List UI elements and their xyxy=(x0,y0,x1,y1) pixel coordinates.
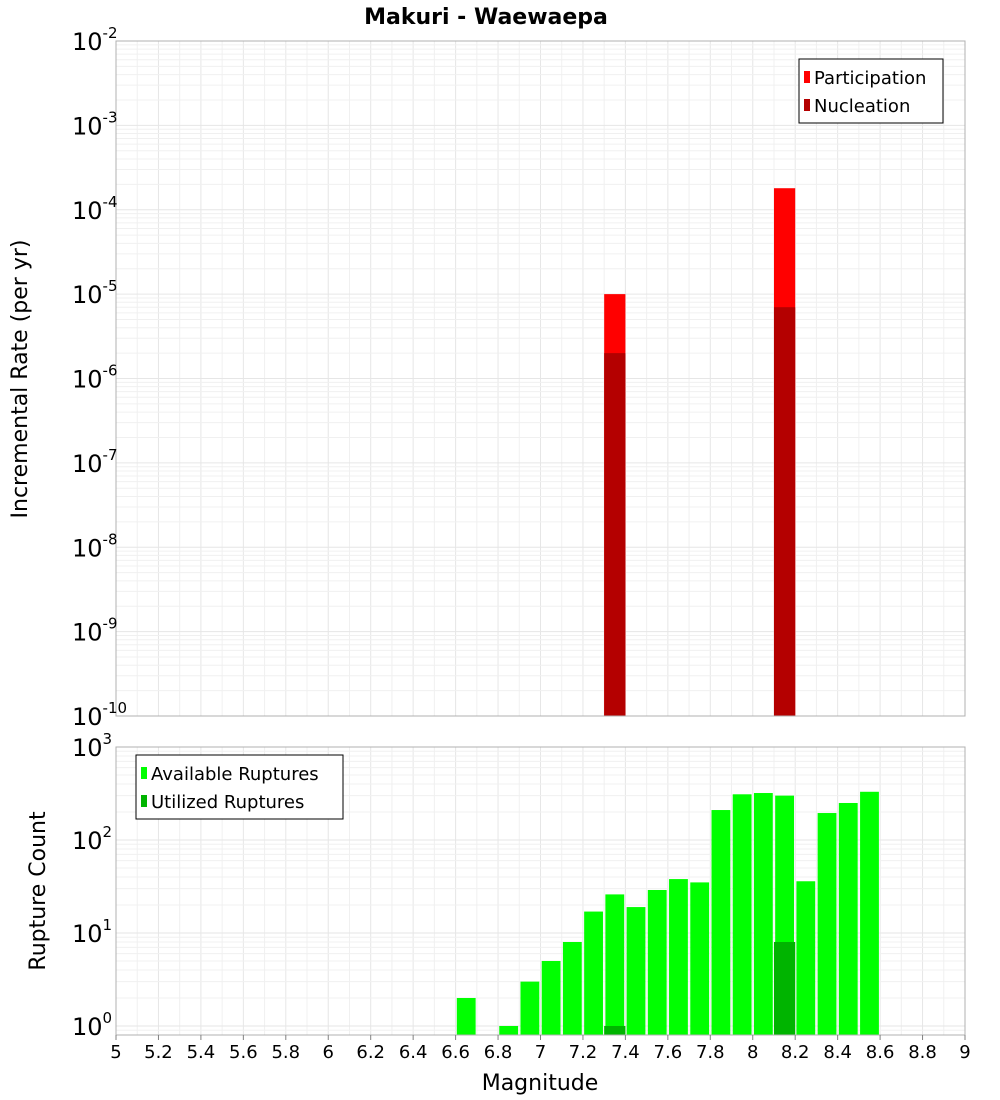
y-tick-label: 10-6 xyxy=(72,362,118,394)
x-tick-label: 6 xyxy=(323,1042,334,1063)
count-plot-panel: 100 101 102 103 5 5.2 5.4 5.6 5.8 6 6.2 6.4 6.6 6.8 7… xyxy=(26,730,971,1096)
x-tick-label: 6.4 xyxy=(399,1042,428,1063)
x-tick-label: 7.8 xyxy=(696,1042,725,1063)
bar xyxy=(732,794,752,1035)
bar xyxy=(753,793,773,1035)
bar xyxy=(796,881,816,1035)
x-tick-label: 6.2 xyxy=(356,1042,385,1063)
bar xyxy=(711,810,731,1035)
legend-swatch xyxy=(141,767,147,779)
rate-plot-grid xyxy=(115,40,966,717)
x-tick-label: 5.4 xyxy=(187,1042,216,1063)
y-tick-label: 10-4 xyxy=(72,193,118,225)
y-tick-label: 10-7 xyxy=(72,446,118,478)
count-plot-legend: Available Ruptures Utilized Ruptures xyxy=(135,754,344,820)
legend-label: Participation xyxy=(814,68,926,89)
rate-plot-frame xyxy=(115,40,966,717)
rate-plot-bars xyxy=(604,188,796,717)
legend-swatch xyxy=(804,71,810,83)
rate-plot-legend: Participation Nucleation xyxy=(798,58,944,124)
bar xyxy=(584,911,603,1035)
bar xyxy=(520,981,540,1035)
legend-label: Available Ruptures xyxy=(151,764,319,785)
y-tick-label: 100 xyxy=(72,1009,112,1041)
bar xyxy=(604,353,626,716)
bar xyxy=(669,879,688,1035)
x-tick-label: 5.8 xyxy=(271,1042,300,1063)
bar xyxy=(690,882,710,1035)
x-tick-label: 7.2 xyxy=(569,1042,598,1063)
bar xyxy=(456,997,476,1035)
legend-box xyxy=(135,754,344,820)
count-plot-x-axis-label: Magnitude xyxy=(482,1071,599,1096)
rate-plot-panel: 10-10 10-9 10-8 10-7 10-6 10-5 10-4 10-3 10-2 In… xyxy=(8,24,966,731)
x-tick-label: 9 xyxy=(959,1042,970,1063)
bar xyxy=(817,813,837,1035)
rate-plot-y-ticks: 10-10 10-9 10-8 10-7 10-6 10-5 10-4 10-3 10-2 xyxy=(72,24,127,731)
x-tick-label: 5.6 xyxy=(229,1042,258,1063)
x-tick-label: 6.8 xyxy=(484,1042,513,1063)
bar xyxy=(773,942,796,1035)
x-tick-label: 8.8 xyxy=(908,1042,937,1063)
y-tick-label: 102 xyxy=(72,823,112,855)
count-plot-y-ticks: 100 101 102 103 xyxy=(72,730,112,1041)
x-tick-label: 7.6 xyxy=(654,1042,683,1063)
y-tick-label: 10-5 xyxy=(72,277,118,309)
rate-plot-y-axis-label: Incremental Rate (per yr) xyxy=(8,240,33,519)
bar xyxy=(626,907,646,1035)
x-tick-label: 8.6 xyxy=(866,1042,895,1063)
legend-swatch xyxy=(804,99,810,111)
x-tick-label: 8.4 xyxy=(823,1042,852,1063)
y-tick-label: 10-2 xyxy=(72,24,118,56)
bar xyxy=(562,942,582,1035)
y-tick-label: 10-3 xyxy=(72,108,118,140)
legend-label: Nucleation xyxy=(814,96,910,117)
y-tick-label: 10-9 xyxy=(72,615,118,647)
x-tick-label: 5.2 xyxy=(144,1042,173,1063)
x-tick-label: 8 xyxy=(747,1042,758,1063)
x-tick-label: 8.2 xyxy=(781,1042,810,1063)
bar xyxy=(604,1025,626,1035)
legend-swatch xyxy=(141,795,147,807)
count-plot-bars xyxy=(456,791,879,1035)
y-tick-label: 101 xyxy=(72,916,112,948)
x-tick-label: 6.6 xyxy=(441,1042,470,1063)
x-tick-label: 7 xyxy=(535,1042,546,1063)
bar xyxy=(605,894,625,1035)
count-plot-x-ticks: 5 5.2 5.4 5.6 5.8 6 6.2 6.4 6.6 6.8 7 7.2 7.4 7.6 7.8 8… xyxy=(110,1035,971,1063)
count-plot-y-axis-label: Rupture Count xyxy=(26,811,51,971)
chart-title: Makuri - Waewaepa xyxy=(364,5,608,30)
bar xyxy=(773,307,796,716)
bar xyxy=(647,889,667,1035)
bar xyxy=(541,960,561,1035)
x-tick-label: 7.4 xyxy=(611,1042,640,1063)
bar xyxy=(499,1025,519,1035)
y-tick-label: 10-8 xyxy=(72,530,118,562)
bar xyxy=(838,802,858,1035)
y-tick-label: 103 xyxy=(72,730,112,762)
legend-box xyxy=(798,58,944,124)
y-tick-label: 10-10 xyxy=(72,699,127,731)
legend-label: Utilized Ruptures xyxy=(151,792,304,813)
bar xyxy=(860,791,879,1035)
x-tick-label: 5 xyxy=(110,1042,121,1063)
